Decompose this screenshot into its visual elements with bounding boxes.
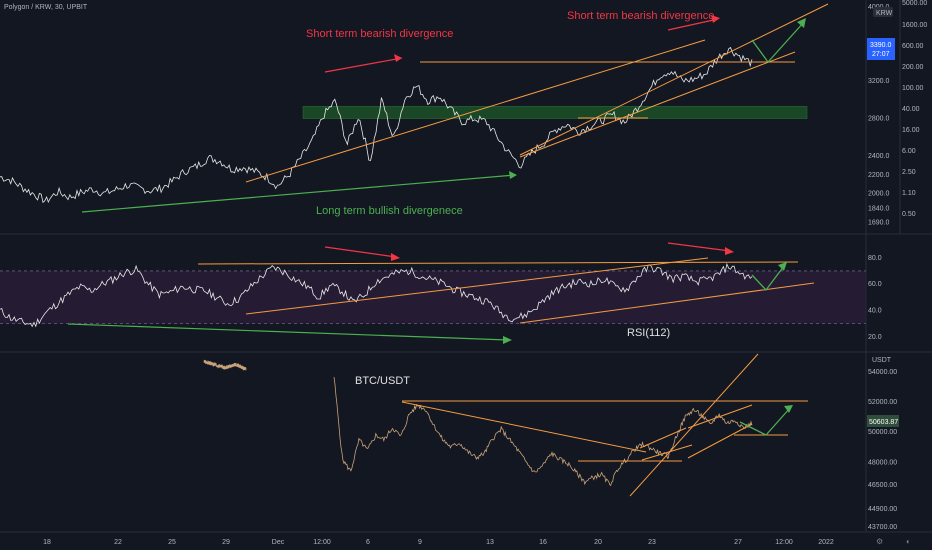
bull-divergence-arrow	[81, 174, 516, 213]
x-axis-tick: 20	[594, 539, 602, 546]
x-axis-tick: 25	[168, 539, 176, 546]
btc-price-badge-value: 50603.87	[869, 419, 898, 426]
btc-currency-label: USDT	[872, 357, 892, 364]
x-axis-tick: Dec	[272, 539, 285, 546]
rsi-y-tick: 40.0	[868, 307, 882, 314]
rsi-y-tick: 60.0	[868, 281, 882, 288]
price-y-tick: 3200.0	[868, 78, 890, 85]
currency-badge[interactable]	[873, 7, 893, 17]
btc-label: BTC/USDT	[355, 375, 410, 387]
price-y-tick: 1840.0	[868, 206, 890, 213]
btc-y-tick: 54000.00	[868, 369, 897, 376]
price-y2-tick: 100.00	[902, 85, 924, 92]
price-series-line	[0, 46, 753, 204]
x-axis-tick: 27	[734, 539, 742, 546]
rsi-bear-arrow-1	[324, 246, 397, 258]
btc-y-tick: 43700.00	[868, 524, 897, 531]
x-axis-tick: 16	[539, 539, 547, 546]
x-axis-tick: 12:00	[775, 539, 793, 546]
price-badge-countdown: 27:07	[872, 51, 890, 58]
x-axis-tick: 6	[366, 539, 370, 546]
price-badge-value: 3390.0	[870, 42, 892, 49]
axis-labels: 3600.03200.02800.02400.02200.02000.01840…	[43, 0, 927, 546]
price-y-tick: 2800.0	[868, 116, 890, 123]
price-y2-tick: 1.10	[902, 190, 916, 197]
bear-divergence-arrow-1	[324, 57, 403, 73]
rsi-bull-arrow	[67, 323, 509, 341]
btc-y-tick: 52000.00	[868, 399, 897, 406]
x-axis-tick: 18	[43, 539, 51, 546]
channel-upper-line	[519, 3, 829, 156]
btc-y-tick: 44900.00	[868, 506, 897, 513]
btc-price-badge	[867, 415, 899, 427]
btc-y-tick: 48000.00	[868, 459, 897, 466]
projection-arrow-rsi	[751, 265, 785, 292]
price-y-tick: 1690.0	[868, 220, 890, 227]
bull-divergence-label: Long term bullish divergenece	[316, 205, 463, 217]
x-axis-tick: 9	[418, 539, 422, 546]
scale-toggle-icon[interactable]: ◐	[906, 537, 911, 546]
symbol-header: Polygon / KRW, 30, UPBIT	[4, 4, 88, 11]
rsi-y-tick: 80.0	[868, 255, 882, 262]
price-y2-tick: 40.00	[902, 106, 920, 113]
price-badge	[867, 38, 895, 60]
price-y2-tick: 2.50	[902, 169, 916, 176]
rsi-band	[0, 270, 866, 324]
price-drawings	[245, 3, 829, 183]
projection-arrow-btc	[739, 407, 791, 436]
x-axis-tick: 23	[648, 539, 656, 546]
btc-series-line	[333, 376, 753, 487]
rsi-bear-arrow-2	[667, 242, 731, 252]
projection-arrow-price	[751, 21, 805, 64]
support-zone	[302, 106, 808, 119]
x-axis-tick: 12:00	[313, 539, 331, 546]
price-y-tick: 2000.0	[868, 191, 890, 198]
price-y2-tick: 6.00	[902, 148, 916, 155]
rsi-series-line	[0, 262, 753, 328]
btc-drawings	[401, 353, 808, 497]
price-y2-tick: 5000.00	[902, 0, 927, 7]
price-y2-tick: 200.00	[902, 64, 924, 71]
btc-y-tick: 46500.00	[868, 482, 897, 489]
bear-divergence-label-2: Short term bearish divergence	[567, 10, 714, 22]
price-y2-tick: 16.00	[902, 127, 920, 134]
currency-badge-label: KRW	[876, 10, 893, 17]
btc-series-line-early	[203, 359, 247, 371]
price-y2-tick: 0.50	[902, 211, 916, 218]
btc-y-tick: 50000.00	[868, 429, 897, 436]
bear-divergence-arrow-2	[667, 18, 719, 31]
price-y2-tick: 600.00	[902, 43, 924, 50]
gear-icon[interactable]: ⚙	[876, 537, 883, 546]
x-axis-tick: 29	[222, 539, 230, 546]
x-axis-tick: 22	[114, 539, 122, 546]
rsi-y-tick: 20.0	[868, 334, 882, 341]
channel-mid-line	[519, 51, 796, 158]
bear-divergence-label-1: Short term bearish divergence	[306, 28, 453, 40]
channel-lower-line	[245, 39, 706, 183]
price-y-tick: 2400.0	[868, 153, 890, 160]
x-axis-tick: 13	[486, 539, 494, 546]
price-y-tick: 2200.0	[868, 172, 890, 179]
x-axis-tick: 2022	[818, 539, 834, 546]
price-y2-tick: 1600.00	[902, 22, 927, 29]
rsi-label: RSI(112)	[627, 327, 670, 339]
